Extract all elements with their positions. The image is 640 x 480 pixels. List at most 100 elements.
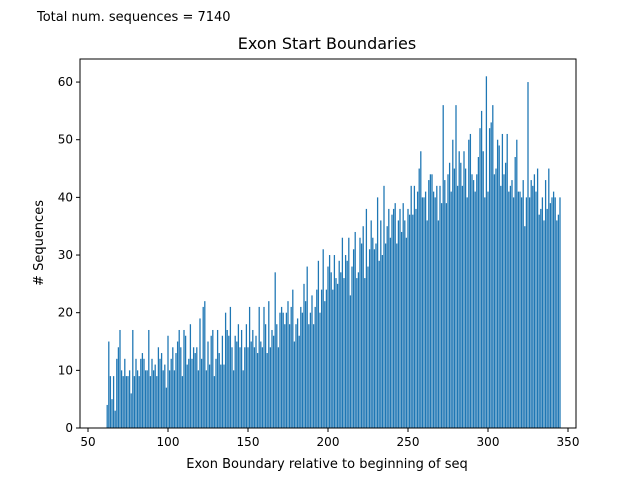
bar bbox=[423, 197, 425, 429]
bar bbox=[365, 208, 368, 428]
y-tick-label: 50 bbox=[58, 133, 73, 147]
total-sequences-note: Total num. sequences = 7140 bbox=[37, 10, 231, 25]
bar bbox=[418, 168, 420, 429]
bar bbox=[120, 370, 123, 428]
bar bbox=[178, 329, 180, 428]
bar bbox=[274, 272, 276, 428]
bar bbox=[487, 191, 489, 428]
bar bbox=[207, 341, 209, 428]
bar bbox=[381, 255, 384, 428]
bar bbox=[436, 185, 438, 428]
bar bbox=[314, 306, 316, 428]
bar bbox=[498, 145, 500, 429]
bar bbox=[154, 364, 156, 428]
bar bbox=[359, 237, 361, 428]
bar bbox=[231, 347, 233, 428]
bar bbox=[548, 168, 550, 429]
bar bbox=[442, 105, 444, 429]
bar bbox=[335, 278, 337, 428]
bar bbox=[493, 174, 496, 428]
bar bbox=[380, 220, 382, 428]
bar bbox=[295, 324, 297, 428]
bar bbox=[159, 358, 161, 428]
bar bbox=[397, 220, 400, 428]
bar bbox=[282, 312, 284, 428]
bar bbox=[116, 358, 118, 428]
bar bbox=[503, 174, 505, 428]
bar bbox=[156, 376, 158, 428]
bar bbox=[216, 329, 219, 428]
bar bbox=[221, 335, 224, 428]
bar bbox=[420, 151, 422, 428]
bar bbox=[541, 197, 544, 429]
x-axis: 50 100 150 200 250 300 350 bbox=[80, 428, 579, 449]
bar bbox=[212, 329, 214, 428]
bar bbox=[253, 347, 256, 428]
bar bbox=[220, 364, 222, 428]
bar bbox=[292, 289, 294, 429]
bar bbox=[280, 306, 283, 428]
bar bbox=[471, 174, 473, 428]
bar bbox=[308, 324, 310, 428]
bar bbox=[149, 376, 152, 428]
bar bbox=[237, 324, 240, 428]
bar bbox=[332, 289, 334, 429]
bar bbox=[298, 335, 300, 428]
bar bbox=[376, 197, 379, 429]
bar bbox=[520, 197, 523, 429]
bar bbox=[311, 295, 313, 428]
bar bbox=[196, 347, 198, 428]
bar bbox=[125, 376, 128, 428]
bar bbox=[247, 347, 249, 428]
bar bbox=[296, 318, 299, 428]
bar bbox=[290, 306, 292, 428]
bar bbox=[146, 370, 148, 428]
bar bbox=[269, 347, 272, 428]
bar bbox=[272, 335, 275, 428]
bar bbox=[452, 139, 454, 428]
bar bbox=[200, 358, 203, 428]
bar bbox=[370, 220, 372, 428]
bar bbox=[130, 393, 132, 428]
bar bbox=[327, 266, 329, 428]
y-tick-label: 40 bbox=[58, 190, 73, 204]
bar bbox=[172, 347, 174, 428]
bar bbox=[160, 353, 163, 428]
bar bbox=[496, 139, 499, 428]
x-tick-label: 350 bbox=[557, 435, 580, 449]
bar bbox=[408, 214, 411, 428]
bar bbox=[140, 358, 142, 428]
bar bbox=[263, 306, 265, 428]
bar bbox=[360, 243, 363, 428]
bar bbox=[204, 301, 206, 428]
bar bbox=[143, 358, 145, 428]
bar bbox=[248, 306, 251, 428]
bar bbox=[343, 278, 345, 428]
bar bbox=[386, 226, 388, 428]
bar bbox=[394, 203, 396, 428]
bar bbox=[135, 358, 137, 428]
bar bbox=[415, 208, 417, 428]
bar bbox=[530, 180, 532, 428]
bar bbox=[540, 208, 542, 428]
bar bbox=[264, 324, 267, 428]
bar bbox=[447, 174, 449, 428]
bar bbox=[516, 139, 518, 428]
bar bbox=[242, 370, 244, 428]
bar bbox=[524, 226, 526, 428]
bar bbox=[464, 168, 467, 429]
bar bbox=[229, 306, 232, 428]
bar bbox=[532, 185, 534, 428]
bar bbox=[328, 255, 331, 428]
bar bbox=[463, 151, 465, 428]
bar bbox=[373, 249, 376, 428]
bar bbox=[509, 185, 512, 428]
bar bbox=[319, 312, 321, 428]
bar bbox=[528, 197, 531, 429]
bar bbox=[354, 231, 356, 428]
bar bbox=[341, 237, 344, 428]
bar bbox=[453, 168, 456, 429]
bar bbox=[460, 162, 462, 428]
bar bbox=[500, 185, 502, 428]
